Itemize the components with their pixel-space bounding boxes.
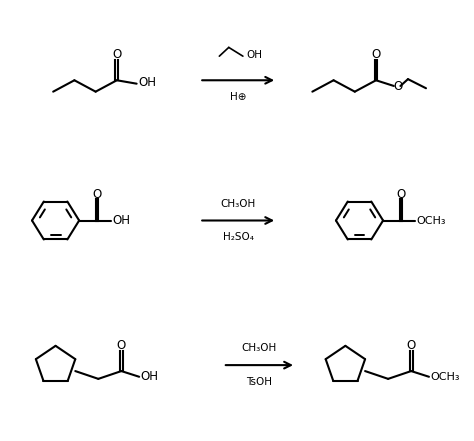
Text: O: O (92, 188, 101, 201)
Text: H₂SO₄: H₂SO₄ (223, 232, 254, 242)
Text: OH: OH (246, 50, 263, 60)
Text: TsOH: TsOH (246, 377, 273, 387)
Text: O: O (117, 339, 126, 352)
Text: OH: OH (140, 370, 158, 383)
Text: O: O (372, 48, 381, 61)
Text: OH: OH (112, 214, 130, 227)
Text: O: O (393, 80, 402, 93)
Text: OCH₃: OCH₃ (416, 216, 446, 225)
Text: O: O (112, 48, 121, 61)
Text: OCH₃: OCH₃ (431, 372, 460, 382)
Text: CH₃OH: CH₃OH (242, 344, 277, 353)
Text: H⊕: H⊕ (230, 92, 246, 102)
Text: O: O (407, 339, 416, 352)
Text: OH: OH (138, 76, 156, 90)
Text: CH₃OH: CH₃OH (220, 199, 256, 209)
Text: O: O (396, 188, 406, 201)
